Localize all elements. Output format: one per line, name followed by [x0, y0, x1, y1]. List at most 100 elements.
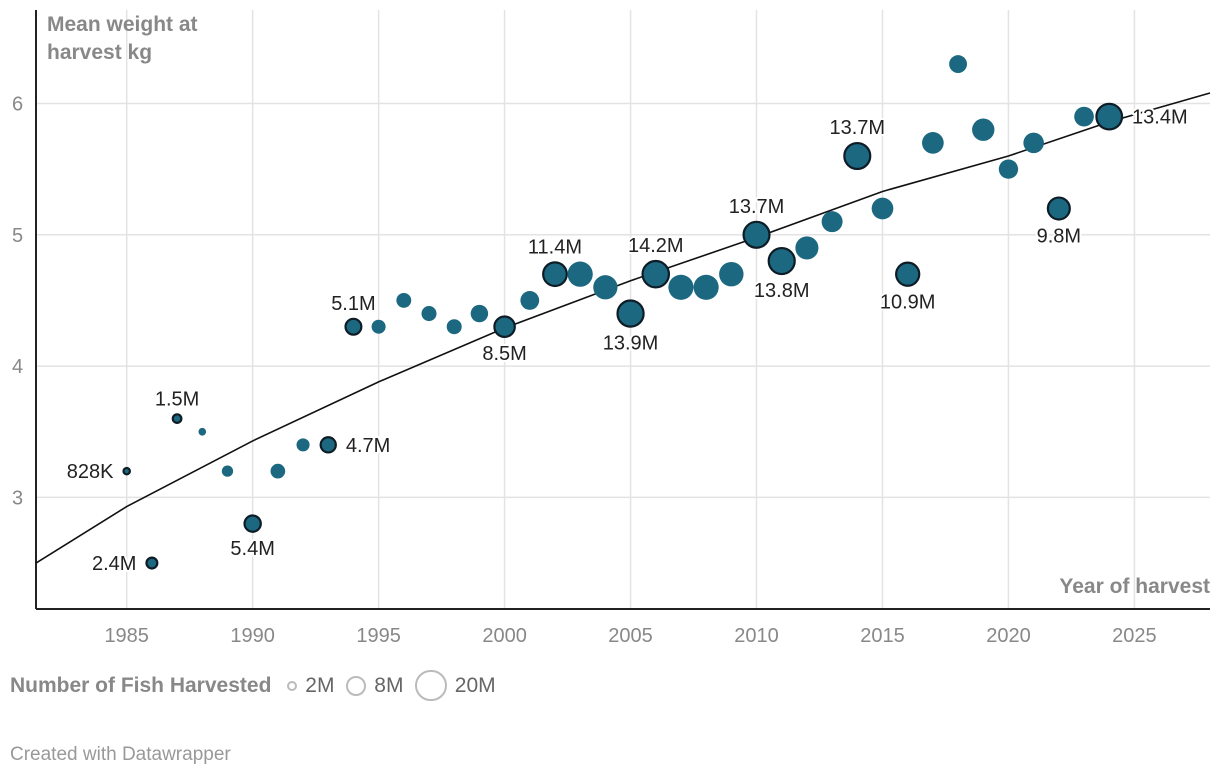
scatter-chart: 3 4 5 6 1985 1990 1995 2000 2005 2010 2015 2020 202… — [12, 10, 1211, 647]
x-tick-label: 1985 — [104, 625, 149, 647]
legend-title: Number of Fish Harvested — [10, 673, 272, 697]
legend-items: 2M 8M 20M — [287, 670, 507, 702]
y-tick-label: 5 — [12, 225, 23, 247]
data-label-halo: 4.7M — [346, 435, 390, 457]
x-tick-label: 2020 — [986, 625, 1031, 647]
data-label: 13.8M — [754, 280, 810, 302]
data-point — [198, 427, 207, 436]
data-point — [641, 259, 671, 289]
data-labels: 828K828K2.4M2.4M1.5M1.5M5.4M5.4M4.7M4.7M… — [65, 105, 1190, 577]
legend-circle-icon — [287, 680, 298, 691]
data-label: 2.4M — [92, 553, 136, 575]
x-axis-ticks: 1985 1990 1995 2000 2005 2010 2015 2020 2025 — [104, 625, 1156, 647]
legend-label: 20M — [454, 673, 496, 697]
y-tick-label: 3 — [12, 487, 23, 509]
data-point — [593, 275, 618, 300]
data-label-halo: 828K — [67, 461, 114, 483]
data-label: 4.7M — [346, 435, 390, 457]
x-tick-label: 2005 — [608, 625, 653, 647]
data-label: 11.4M — [528, 236, 582, 258]
data-point — [871, 197, 894, 220]
data-point — [221, 465, 234, 477]
x-tick-label: 2025 — [1112, 625, 1157, 647]
data-point — [922, 132, 944, 154]
data-label-halo: 8.5M — [482, 343, 526, 365]
data-label-halo: 13.9M — [603, 333, 659, 355]
y-tick-label: 4 — [12, 356, 23, 378]
data-point — [319, 436, 337, 454]
data-label: 14.2M — [628, 235, 684, 257]
legend-circle-icon — [415, 670, 447, 702]
data-label: 5.1M — [331, 293, 375, 315]
credit-line: Created with Datawrapper — [10, 744, 231, 765]
data-point — [1095, 102, 1124, 131]
data-label: 9.8M — [1037, 225, 1081, 247]
x-tick-label: 2015 — [860, 625, 905, 647]
data-label: 13.7M — [729, 196, 785, 218]
size-legend: Number of Fish Harvested 2M 8M 20M — [10, 670, 508, 702]
data-label-halo: 1.5M — [155, 388, 199, 410]
data-point — [895, 261, 921, 287]
data-point — [949, 55, 967, 74]
data-point — [520, 291, 540, 310]
x-axis-title: Year of harvest — [1059, 575, 1210, 598]
data-point — [493, 315, 516, 338]
data-label-halo: 13.7M — [729, 196, 785, 218]
data-label-halo: 11.4M — [528, 236, 582, 258]
data-point — [470, 304, 489, 323]
data-points — [122, 55, 1124, 570]
trendline — [35, 92, 1211, 564]
data-point — [1023, 132, 1044, 154]
data-point — [668, 274, 694, 300]
data-point — [821, 211, 843, 233]
y-axis-ticks: 3 4 5 6 — [12, 93, 23, 509]
data-label-halo: 13.8M — [754, 280, 810, 302]
data-label: 1.5M — [155, 388, 199, 410]
data-label-halo: 9.8M — [1037, 225, 1081, 247]
data-point — [719, 261, 744, 287]
x-tick-label: 2000 — [482, 625, 527, 647]
data-label-halo: 13.4M — [1132, 107, 1188, 129]
data-label: 13.4M — [1132, 107, 1188, 129]
data-point — [243, 514, 262, 533]
data-point — [795, 236, 819, 260]
x-tick-label: 1990 — [230, 625, 275, 647]
data-point — [296, 438, 310, 452]
data-point — [1046, 196, 1071, 221]
data-point — [270, 463, 286, 479]
data-label-halo: 10.9M — [880, 292, 936, 314]
data-point — [616, 299, 645, 328]
data-label: 13.7M — [829, 117, 885, 139]
data-point — [396, 293, 412, 308]
legend-item: 20M — [415, 670, 496, 702]
data-label: 8.5M — [482, 343, 526, 365]
data-point — [421, 306, 437, 322]
data-point — [371, 319, 386, 334]
legend-label: 2M — [305, 673, 335, 697]
y-axis-title-line1: Mean weight at — [47, 13, 198, 36]
data-label-halo: 5.1M — [331, 293, 375, 315]
data-point — [767, 246, 796, 276]
legend-label: 8M — [374, 673, 404, 697]
data-point — [145, 556, 159, 570]
x-tick-label: 2010 — [734, 625, 779, 647]
data-label-halo: 14.2M — [628, 235, 684, 257]
data-point — [1074, 106, 1094, 127]
data-point — [998, 159, 1019, 179]
data-point — [171, 413, 183, 424]
y-axis-title-line2: harvest kg — [47, 41, 152, 64]
data-point — [446, 319, 462, 335]
legend-item: 8M — [346, 674, 403, 698]
legend-item: 2M — [287, 674, 334, 698]
data-label-halo: 13.7M — [829, 117, 885, 139]
data-label: 13.9M — [603, 333, 659, 355]
data-label-halo: 2.4M — [92, 553, 136, 575]
data-point — [122, 466, 131, 476]
data-point — [843, 141, 872, 171]
data-label: 828K — [67, 461, 114, 483]
data-point — [742, 220, 771, 249]
data-point — [344, 317, 363, 336]
data-point — [567, 261, 593, 287]
legend-circle-icon — [346, 675, 367, 696]
y-tick-label: 6 — [12, 93, 23, 115]
